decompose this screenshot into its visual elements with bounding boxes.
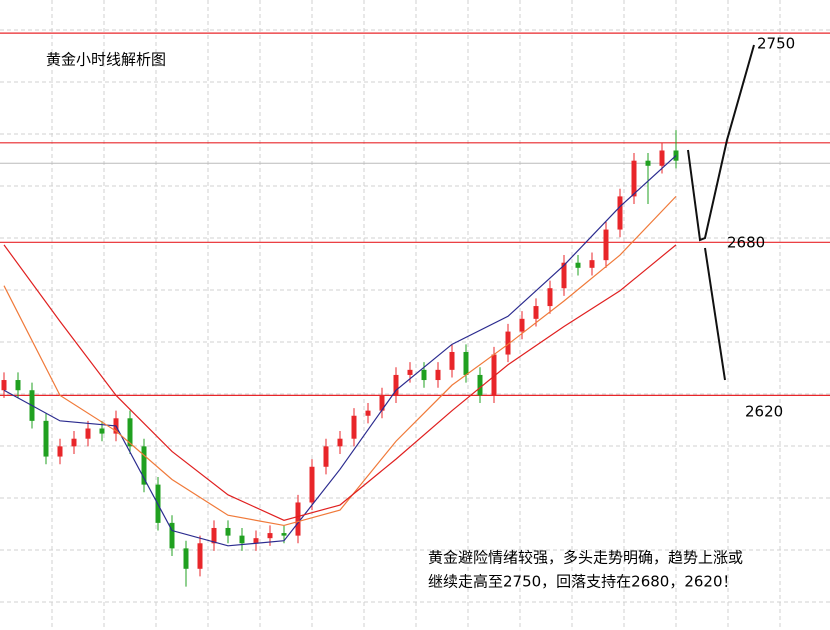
candle-body [547,288,553,307]
candle-body [309,466,315,503]
target-label: 2620 [745,403,783,421]
candle-body [477,374,483,396]
candle-body [351,415,357,439]
candle-body [183,548,189,569]
candle-body [225,527,231,536]
candle-body [519,318,525,332]
candle-body [71,438,77,447]
projection-up [687,44,755,242]
candle-body [603,229,609,261]
candle-body [267,533,273,539]
moving-average [3,244,677,521]
moving-average [3,195,677,527]
annotation: 黄金避险情绪较强，多头走势明确，趋势上涨或 [428,549,743,567]
candle-body [169,522,175,549]
candle-body [85,428,91,439]
candle-body [435,369,441,381]
candle-body [561,262,567,289]
candle-body [57,446,63,457]
candle-body [127,418,133,447]
candle-body [141,446,147,485]
candle-body [1,380,7,391]
candle-body [533,306,539,319]
annotation: 继续走高至2750，回落支持在2680，2620！ [428,573,738,591]
candle-body [631,160,637,197]
candle-body [15,380,21,391]
target-label: 2750 [757,35,795,53]
candle-body [673,150,679,161]
candle-body [211,527,217,544]
moving-average [3,155,677,547]
candle-body [491,354,497,396]
candle-body [379,395,385,411]
chart-title: 黄金小时线解析图 [46,51,166,69]
target-label: 2680 [727,234,765,252]
candle-body [617,196,623,230]
candle-body [281,533,287,536]
candle-body [449,351,455,370]
candle-body [463,351,469,375]
candle-body [365,410,371,416]
candle-body [575,262,581,268]
candle-body [659,150,665,166]
candle-body [645,160,651,166]
candle-body [337,438,343,447]
candle-body [197,543,203,569]
candle-body [253,538,259,544]
candle-body [323,446,329,467]
candle-body [505,331,511,355]
candle-body [421,369,427,381]
candle-body [239,535,245,544]
candle-body [43,420,49,457]
candle-body [407,369,413,375]
candle-body [589,260,595,268]
candle-body [295,502,301,536]
candle-body [99,428,105,434]
projection-down [704,247,726,381]
candle-body [393,374,399,396]
